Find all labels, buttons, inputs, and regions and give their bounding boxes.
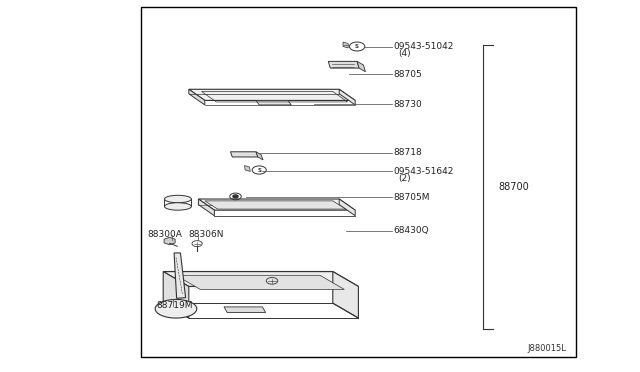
Text: 09543-51642: 09543-51642 <box>394 167 454 176</box>
Text: J880015L: J880015L <box>527 344 566 353</box>
Text: 88705: 88705 <box>394 70 422 79</box>
Polygon shape <box>256 152 263 160</box>
Polygon shape <box>328 61 359 68</box>
Polygon shape <box>176 275 344 289</box>
Polygon shape <box>256 100 291 105</box>
Text: 88719M: 88719M <box>157 301 193 310</box>
Ellipse shape <box>155 299 197 318</box>
Polygon shape <box>163 272 358 286</box>
Text: 09543-51042: 09543-51042 <box>394 42 454 51</box>
Polygon shape <box>357 61 365 72</box>
Polygon shape <box>189 89 355 100</box>
Circle shape <box>233 195 238 198</box>
Polygon shape <box>174 253 186 298</box>
Text: 88718: 88718 <box>394 148 422 157</box>
Polygon shape <box>205 201 346 209</box>
Polygon shape <box>339 89 355 105</box>
Polygon shape <box>198 199 214 216</box>
Text: 88730: 88730 <box>394 100 422 109</box>
Text: 68430Q: 68430Q <box>394 226 429 235</box>
Ellipse shape <box>164 203 191 210</box>
Polygon shape <box>224 307 266 312</box>
Text: S: S <box>355 44 359 49</box>
Bar <box>141 7 576 357</box>
Polygon shape <box>198 199 355 210</box>
Polygon shape <box>163 272 189 318</box>
Text: 88700: 88700 <box>498 182 529 192</box>
Text: 88300A: 88300A <box>147 230 182 239</box>
Text: (4): (4) <box>398 49 411 58</box>
Text: S: S <box>257 167 261 173</box>
Polygon shape <box>333 272 358 318</box>
Polygon shape <box>339 199 355 216</box>
Text: 88705M: 88705M <box>394 193 430 202</box>
Text: (2): (2) <box>398 174 411 183</box>
Polygon shape <box>230 152 258 157</box>
Text: 88306N: 88306N <box>189 230 224 239</box>
Polygon shape <box>189 89 205 105</box>
Polygon shape <box>244 166 250 171</box>
Polygon shape <box>343 42 348 48</box>
Ellipse shape <box>164 195 191 203</box>
